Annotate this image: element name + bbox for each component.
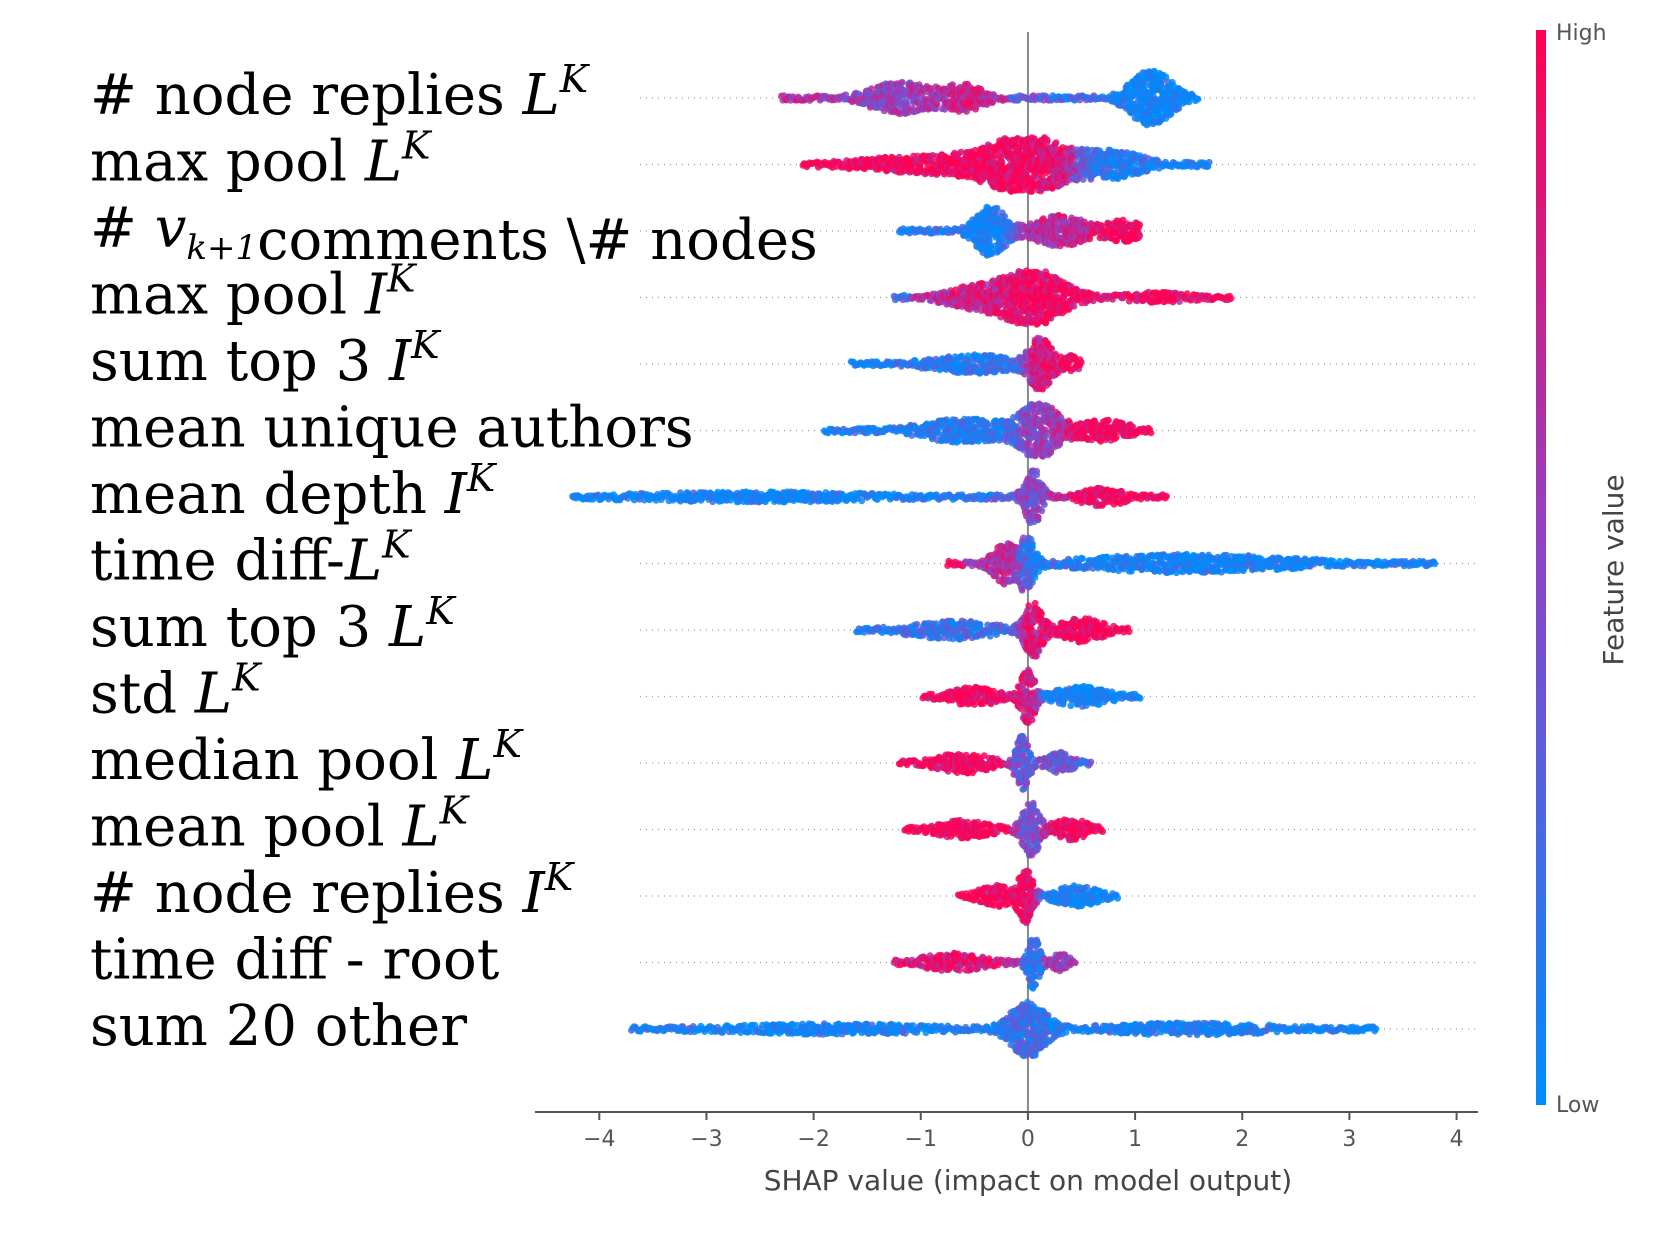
shap-point xyxy=(1048,345,1056,352)
shap-point xyxy=(904,100,911,108)
shap-point xyxy=(1070,303,1078,310)
shap-point xyxy=(993,204,1001,212)
feature-swarm xyxy=(778,67,1202,129)
shap-point xyxy=(1205,158,1213,166)
shap-point xyxy=(898,78,906,86)
shap-point xyxy=(1001,213,1009,220)
shap-point xyxy=(1136,232,1144,239)
shap-point xyxy=(1136,221,1144,229)
shap-point xyxy=(1077,358,1085,366)
shap-point xyxy=(1194,95,1202,103)
shap-point xyxy=(1047,449,1054,456)
beeswarm-layer xyxy=(569,67,1439,1060)
shap-point xyxy=(949,81,956,88)
shap-point xyxy=(1147,429,1155,437)
shap-point xyxy=(1045,379,1053,387)
shap-point xyxy=(1052,139,1060,147)
shap-point xyxy=(1043,136,1051,144)
shap-point xyxy=(1105,416,1112,424)
shap-point xyxy=(1112,433,1120,441)
shap-point xyxy=(868,85,875,92)
shap-point xyxy=(1227,295,1235,302)
